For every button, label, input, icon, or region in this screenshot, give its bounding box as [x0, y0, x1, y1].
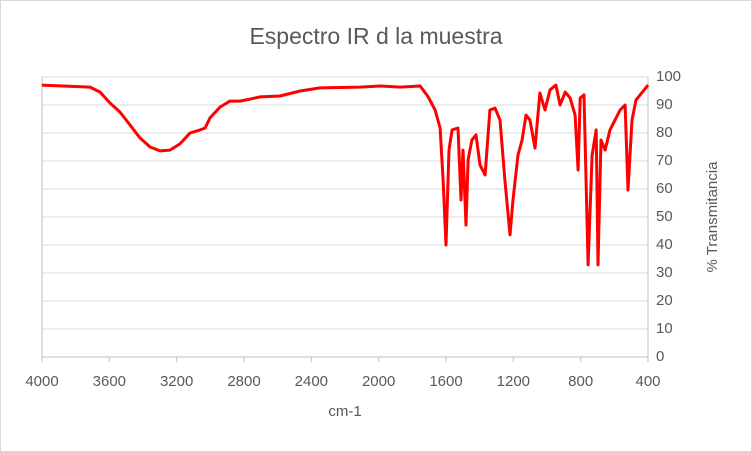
y-tick-label: 70 — [656, 152, 673, 169]
y-tick-label: 100 — [656, 68, 681, 85]
x-tick-label: 3600 — [93, 373, 126, 390]
x-tick-label: 4000 — [25, 373, 58, 390]
x-tick-label: 2000 — [362, 373, 395, 390]
y-tick-label: 30 — [656, 264, 673, 281]
x-axis-title: cm-1 — [328, 403, 361, 420]
x-tick-label: 2800 — [227, 373, 260, 390]
y-tick-label: 80 — [656, 124, 673, 141]
x-tick-label: 1600 — [429, 373, 462, 390]
x-tick-label: 3200 — [160, 373, 193, 390]
y-tick-label: 10 — [656, 320, 673, 337]
x-tick-label: 1200 — [497, 373, 530, 390]
x-tick-label: 2400 — [295, 373, 328, 390]
y-tick-label: 0 — [656, 348, 664, 365]
x-tick-label: 400 — [635, 373, 660, 390]
y-tick-label: 60 — [656, 180, 673, 197]
y-axis-title: % Transmitancia — [704, 161, 721, 273]
y-tick-label: 50 — [656, 208, 673, 225]
chart-title: Espectro IR d la muestra — [249, 23, 502, 49]
y-tick-label: 90 — [656, 96, 673, 113]
spectrum-line — [41, 83, 650, 267]
x-tick-label: 800 — [568, 373, 593, 390]
y-tick-label: 40 — [656, 236, 673, 253]
y-tick-label: 20 — [656, 292, 673, 309]
